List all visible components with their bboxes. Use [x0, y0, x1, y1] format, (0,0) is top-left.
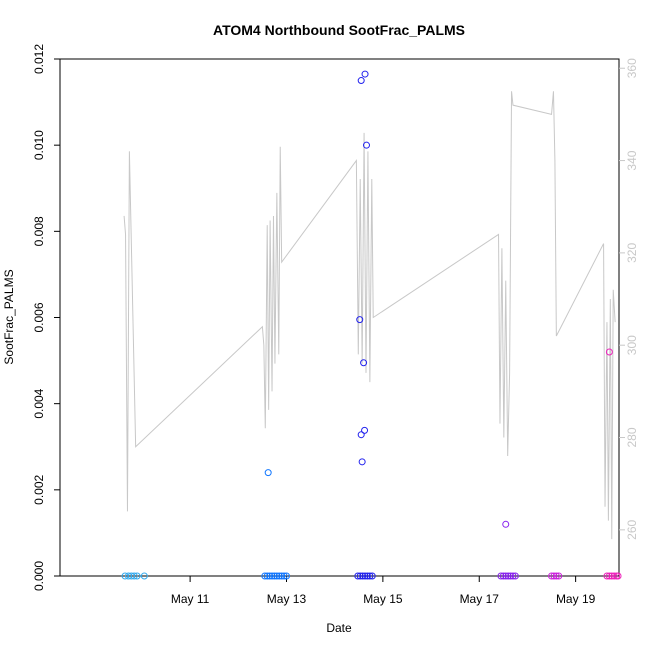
y-tick-label: 0.012 [32, 44, 46, 74]
data-point [548, 572, 556, 580]
data-point [614, 572, 622, 580]
chart-title: ATOM4 Northbound SootFrac_PALMS [213, 22, 465, 38]
data-point [509, 572, 517, 580]
data-point [273, 572, 281, 580]
data-point [264, 469, 272, 477]
point-series [121, 70, 622, 580]
data-point [550, 572, 558, 580]
data-point [605, 572, 613, 580]
x-tick-label: May 11 [171, 592, 210, 606]
y-axis-label: SootFrac_PALMS [2, 269, 16, 364]
y-axis: 0.000 0.002 0.004 0.006 0.008 0.010 0.012 [32, 44, 60, 591]
x-axis: May 11 May 13 May 15 May 17 May 19 [171, 576, 596, 606]
y2-tick-label: 320 [625, 243, 639, 263]
y-tick-label: 0.008 [32, 216, 46, 246]
y2-tick-label: 280 [625, 427, 639, 447]
data-point [133, 572, 141, 580]
data-point [359, 572, 367, 580]
data-point [504, 572, 512, 580]
data-point [362, 141, 370, 149]
data-point [361, 70, 369, 78]
data-point [268, 572, 276, 580]
secondary-line-series [123, 91, 616, 540]
data-point [357, 77, 365, 85]
y2-tick-label: 300 [625, 335, 639, 355]
y2-tick-label: 260 [625, 520, 639, 540]
data-point [282, 572, 290, 580]
data-point [270, 572, 278, 580]
data-point [361, 426, 369, 434]
y-tick-label: 0.006 [32, 302, 46, 332]
data-point [507, 572, 515, 580]
x-tick-label: May 19 [556, 592, 596, 606]
x-tick-label: May 13 [267, 592, 307, 606]
x-tick-label: May 17 [460, 592, 500, 606]
data-point [140, 572, 148, 580]
data-point [356, 572, 364, 580]
y2-axis: 260 280 300 320 340 360 [619, 58, 639, 540]
data-point [368, 572, 376, 580]
data-point [605, 348, 613, 356]
x-tick-label: May 15 [363, 592, 403, 606]
y-tick-label: 0.002 [32, 474, 46, 504]
data-point [278, 572, 286, 580]
x-axis-label: Date [326, 621, 352, 635]
data-point [275, 572, 283, 580]
data-point [361, 572, 369, 580]
data-point [552, 572, 560, 580]
data-point [555, 572, 563, 580]
data-point [360, 359, 368, 367]
data-point [511, 572, 519, 580]
data-point [358, 458, 366, 466]
y-tick-label: 0.000 [32, 561, 46, 591]
data-point [603, 572, 611, 580]
data-point [357, 431, 365, 439]
data-point [363, 572, 371, 580]
y2-tick-label: 360 [625, 58, 639, 78]
data-point [502, 572, 510, 580]
data-point [610, 572, 618, 580]
y-tick-label: 0.010 [32, 130, 46, 160]
secondary-line [123, 91, 616, 540]
data-point [263, 572, 271, 580]
data-point [499, 572, 507, 580]
data-point [280, 572, 288, 580]
data-point [502, 520, 510, 528]
data-point [261, 572, 269, 580]
y2-tick-label: 340 [625, 150, 639, 170]
data-point [497, 572, 505, 580]
data-point [356, 316, 364, 324]
plot-area [59, 58, 620, 577]
data-point [366, 572, 374, 580]
data-point [354, 572, 362, 580]
data-point [130, 572, 138, 580]
y-tick-label: 0.004 [32, 388, 46, 418]
data-point [266, 572, 274, 580]
